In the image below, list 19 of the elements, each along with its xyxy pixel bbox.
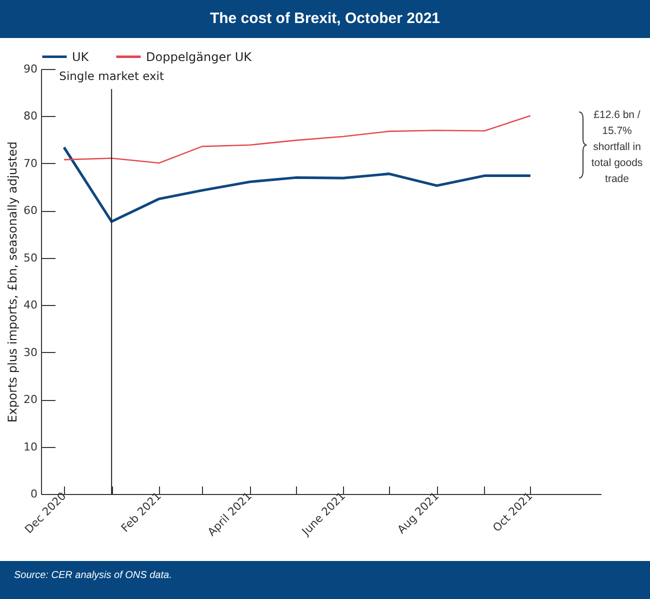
y-tick-label: 50	[24, 251, 38, 264]
y-tick-label: 30	[24, 346, 38, 359]
source-note: Source: CER analysis of ONS data.	[0, 561, 650, 599]
y-tick-label: 90	[24, 62, 38, 76]
chart-title: The cost of Brexit, October 2021	[0, 0, 650, 38]
annotation: £12.6 bn / 15.7% shortfall in total goods trade	[590, 108, 644, 187]
y-tick-label: 10	[24, 440, 38, 454]
line-series	[62, 146, 532, 223]
y-axis-title: Exports plus imports, £bn, seasonally adjusted	[6, 142, 20, 422]
legend-label: UK	[72, 50, 90, 64]
y-tick-label: 20	[24, 393, 38, 406]
y-tick-label: 60	[24, 204, 38, 218]
line-series	[63, 115, 532, 164]
y-tick-label: 40	[24, 298, 38, 312]
ref-line-label: Single market exit	[59, 69, 164, 83]
y-tick-label: 80	[24, 110, 38, 123]
y-tick-label: 70	[24, 156, 38, 170]
legend-label: Doppelgänger UK	[146, 50, 253, 64]
y-tick-label: 0	[30, 488, 38, 500]
